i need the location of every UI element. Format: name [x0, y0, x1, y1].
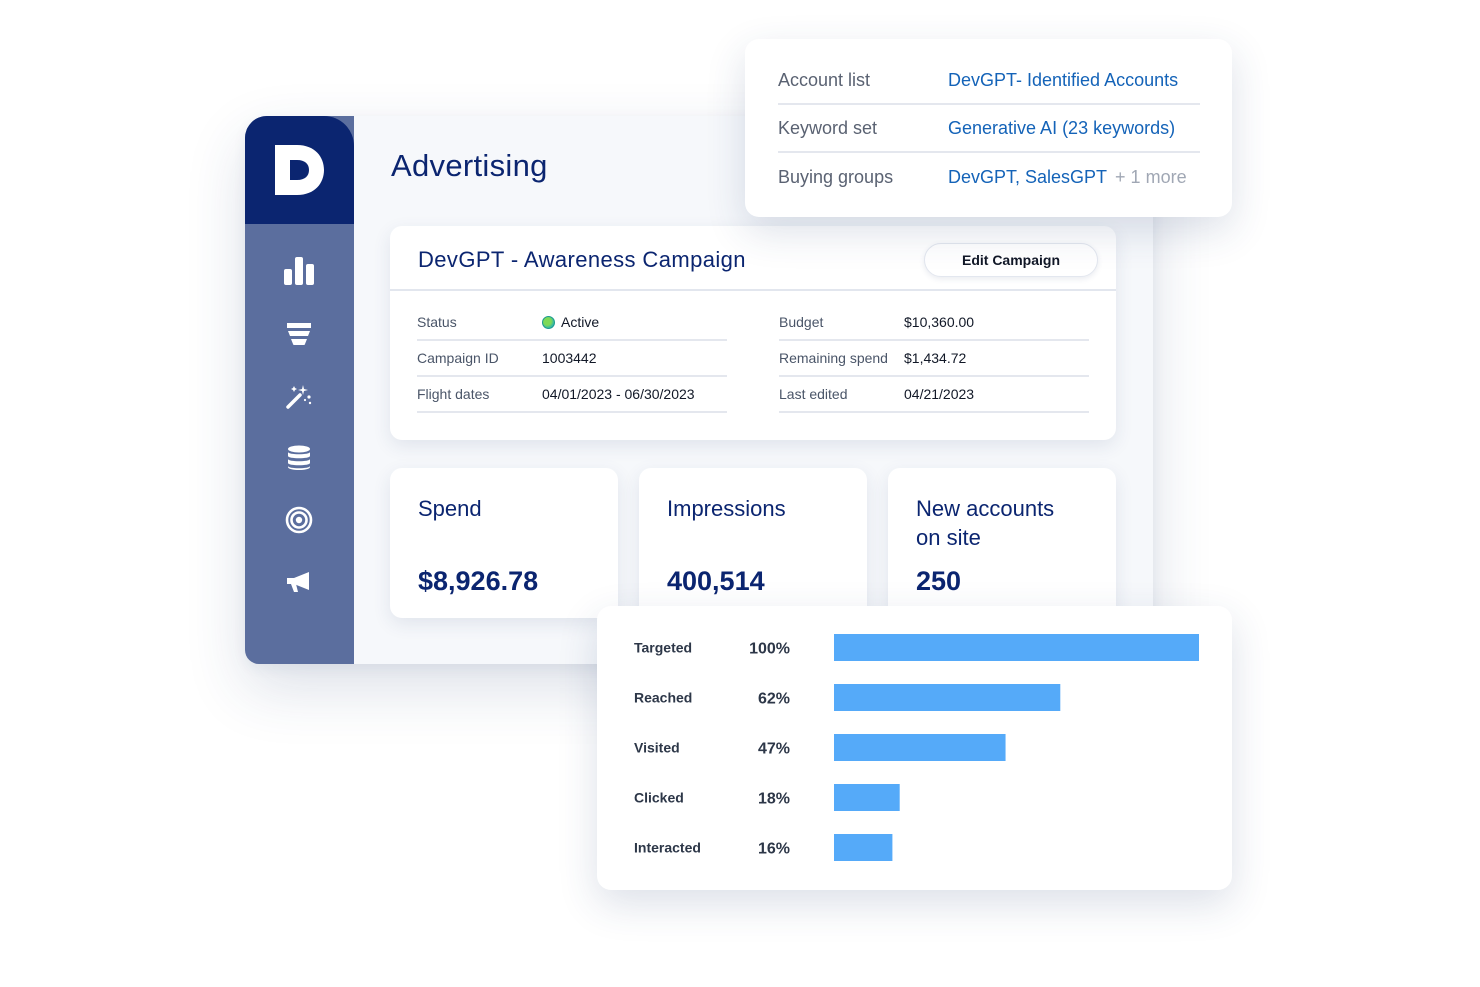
bar-chart-icon	[284, 257, 314, 285]
last-edited-value: 04/21/2023	[904, 386, 975, 402]
metric-label-line1: New accounts	[916, 496, 1055, 521]
account-list-link[interactable]: DevGPT- Identified Accounts	[948, 69, 1179, 90]
magic-wand-icon	[286, 385, 312, 409]
budget-label: Budget	[779, 314, 824, 330]
info-row-campaign-id: Campaign ID 1003442	[417, 341, 727, 377]
sidebar-item-data[interactable]	[281, 440, 317, 476]
metric-value: 400,514	[667, 566, 765, 596]
category-label-targeted: Targeted	[634, 640, 692, 656]
metric-card-spend: Spend $8,926.78	[390, 468, 618, 618]
info-row-remaining-spend: Remaining spend $1,434.72	[779, 341, 1089, 377]
bar-targeted	[834, 634, 1199, 661]
value-label-targeted: 100%	[749, 641, 790, 658]
bar-reached	[834, 684, 1061, 711]
flight-dates-label: Flight dates	[417, 386, 490, 402]
logo-d-icon	[274, 145, 324, 195]
logo[interactable]	[245, 116, 354, 224]
info-row-status: Status Active	[417, 305, 727, 341]
remaining-spend-label: Remaining spend	[779, 350, 888, 366]
info-row-last-edited: Last edited 04/21/2023	[779, 377, 1089, 413]
buying-groups-value: DevGPT, SalesGPT + 1 more	[948, 167, 1187, 188]
more-buying-groups-link[interactable]: + 1 more	[1115, 166, 1187, 187]
metric-value: 250	[916, 566, 962, 596]
campaign-id-label: Campaign ID	[417, 350, 499, 366]
last-edited-label: Last edited	[779, 386, 848, 402]
campaign-id-value: 1003442	[542, 350, 597, 366]
budget-value: $10,360.00	[904, 314, 975, 330]
status-label: Status	[417, 314, 457, 330]
info-row-budget: Budget $10,360.00	[779, 305, 1089, 341]
funnel-chart-card: Targeted 100% Reached 62% Visited 47% Clicked 1…	[597, 606, 1232, 890]
buying-groups-link[interactable]: DevGPT, SalesGPT	[948, 166, 1108, 187]
status-value: Active	[561, 314, 600, 330]
campaign-title: DevGPT - Awareness Campaign	[418, 247, 746, 272]
campaign-card: DevGPT - Awareness Campaign Edit Campaig…	[390, 226, 1116, 440]
metric-label: Impressions	[667, 496, 786, 521]
megaphone-icon	[287, 572, 309, 592]
sidebar-item-advertising[interactable]	[281, 564, 317, 600]
metric-label: New accounts on site	[916, 494, 1054, 552]
status-badge: Active	[542, 314, 599, 330]
metric-card-new-accounts: New accounts on site 250	[888, 468, 1116, 618]
bar-visited	[834, 734, 1006, 761]
value-label-visited: 47%	[758, 741, 790, 758]
value-label-interacted: 16%	[758, 841, 790, 858]
edit-campaign-button[interactable]: Edit Campaign	[924, 243, 1098, 277]
account-list-label: Account list	[778, 69, 871, 90]
keyword-set-row: Keyword set Generative AI (23 keywords)	[778, 105, 1200, 153]
status-dot-icon	[542, 315, 555, 329]
category-label-reached: Reached	[634, 690, 692, 706]
funnel-bar-chart: Targeted 100% Reached 62% Visited 47% Clicked 1…	[634, 634, 1199, 861]
bar-clicked	[834, 784, 900, 811]
metric-label: Spend	[418, 496, 482, 521]
metric-label-line2: on site	[916, 525, 981, 550]
target-icon	[285, 506, 313, 534]
sidebar-item-funnel[interactable]	[281, 316, 317, 352]
category-label-interacted: Interacted	[634, 840, 701, 856]
value-label-clicked: 18%	[758, 791, 790, 808]
database-icon	[288, 445, 310, 470]
sidebar-item-analytics[interactable]	[281, 253, 317, 289]
flight-dates-value: 04/01/2023 - 06/30/2023	[542, 386, 695, 402]
divider	[390, 289, 1116, 291]
account-list-row: Account list DevGPT- Identified Accounts	[778, 57, 1200, 105]
page-title: Advertising	[391, 148, 548, 183]
bar-interacted	[834, 834, 893, 861]
keyword-set-link[interactable]: Generative AI (23 keywords)	[948, 117, 1176, 138]
category-label-clicked: Clicked	[634, 790, 684, 806]
sidebar	[245, 116, 354, 664]
metric-value: $8,926.78	[418, 566, 539, 596]
account-details-popup: Account list DevGPT- Identified Accounts…	[745, 39, 1232, 217]
category-label-visited: Visited	[634, 740, 680, 756]
value-label-reached: 62%	[758, 691, 790, 708]
buying-groups-label: Buying groups	[778, 166, 894, 187]
buying-groups-row: Buying groups DevGPT, SalesGPT + 1 more	[778, 153, 1200, 201]
metric-card-impressions: Impressions 400,514	[639, 468, 867, 618]
remaining-spend-value: $1,434.72	[904, 350, 967, 366]
sidebar-item-magic[interactable]	[281, 378, 317, 414]
sidebar-item-targeting[interactable]	[281, 502, 317, 538]
info-row-flight-dates: Flight dates 04/01/2023 - 06/30/2023	[417, 377, 727, 413]
keyword-set-label: Keyword set	[778, 117, 878, 138]
funnel-icon	[287, 323, 311, 345]
